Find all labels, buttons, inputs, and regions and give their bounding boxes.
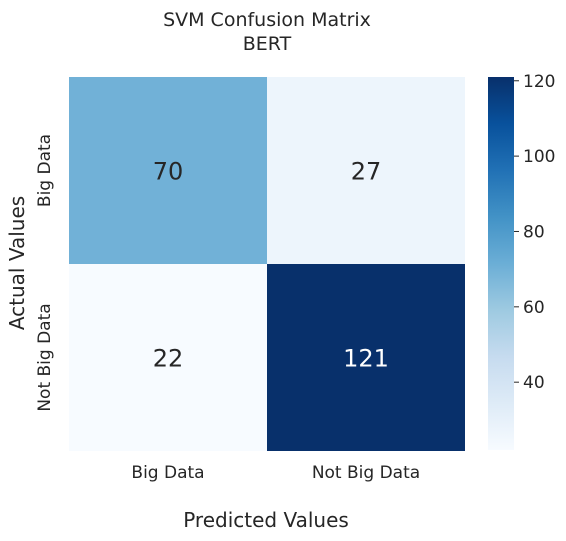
cell-value-label: 121	[343, 345, 389, 373]
heatmap-cell	[69, 264, 267, 451]
colorbar-tick-label: 100	[523, 147, 555, 167]
cell-value-label: 27	[351, 158, 382, 186]
chart-title-line-1: SVM Confusion Matrix	[163, 9, 371, 31]
colorbar-tick-label: 40	[523, 373, 545, 393]
heatmap-cell	[69, 77, 267, 264]
y-axis-label: Actual Values	[5, 196, 29, 330]
x-axis-label: Predicted Values	[183, 508, 349, 532]
y-tick-label: Big Data	[35, 134, 55, 207]
heatmap-cells: 70 27 22 121	[69, 77, 465, 451]
x-tick-label: Not Big Data	[312, 463, 420, 483]
cell-value-label: 22	[153, 345, 184, 373]
x-tick-labels: Big Data Not Big Data	[131, 463, 420, 483]
colorbar-tick-label: 80	[523, 222, 545, 242]
y-tick-labels: Big Data Not Big Data	[35, 134, 55, 412]
cell-value-label: 70	[153, 158, 184, 186]
colorbar-tick-label: 120	[523, 72, 555, 92]
colorbar-ticks: 40 60 80 100 120	[514, 72, 555, 393]
heatmap-cell	[267, 77, 465, 264]
chart-title-line-2: BERT	[243, 33, 292, 55]
heatmap-cell	[267, 264, 465, 451]
y-tick-label: Not Big Data	[35, 303, 55, 411]
x-tick-label: Big Data	[131, 463, 204, 483]
colorbar	[488, 77, 514, 450]
colorbar-tick-label: 60	[523, 298, 545, 318]
